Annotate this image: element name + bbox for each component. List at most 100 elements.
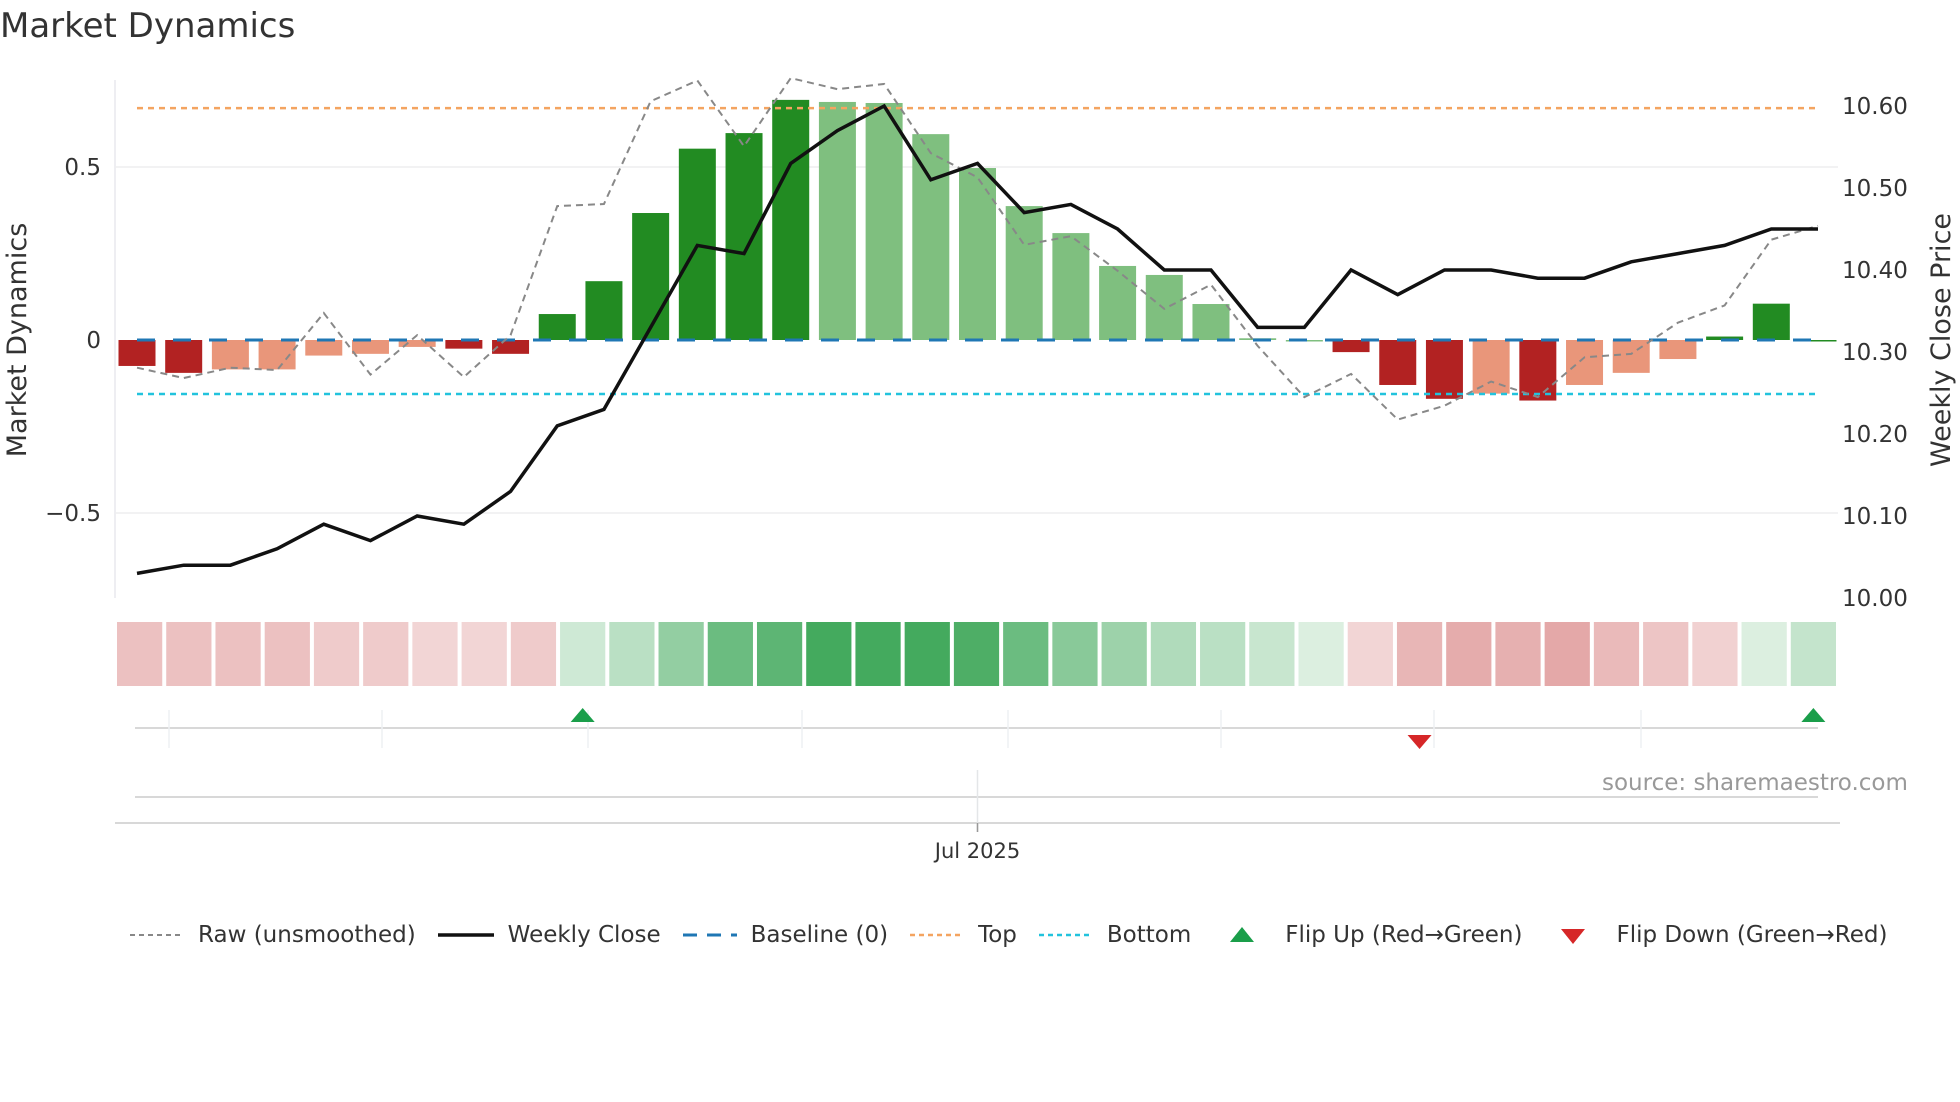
triangle-up-icon: [1230, 927, 1255, 942]
bar[interactable]: [585, 281, 623, 340]
flip-down-marker[interactable]: [1407, 735, 1432, 749]
legend-label: Top: [978, 922, 1017, 948]
bar[interactable]: [165, 340, 203, 373]
heat-cell: [1495, 622, 1541, 686]
bar[interactable]: [1145, 274, 1183, 340]
heat-cell: [707, 622, 753, 686]
y-tick-label: −0.5: [45, 501, 101, 527]
heat-cell: [313, 622, 360, 686]
legend-item-raw[interactable]: Raw (unsmoothed): [128, 922, 416, 948]
y2-tick-label: 10.10: [1842, 504, 1908, 530]
heat-cell: [1150, 622, 1197, 686]
dotted-line-icon: [1038, 933, 1093, 937]
heat-cell: [1003, 622, 1049, 686]
triangle-down-icon: [1561, 929, 1586, 944]
y2-tick-label: 10.50: [1842, 176, 1908, 202]
heat-cell: [1396, 622, 1443, 686]
legend-item-top[interactable]: Top: [908, 922, 1017, 948]
heat-cell: [1692, 622, 1738, 686]
legend-item-close[interactable]: Weekly Close: [436, 922, 661, 948]
bar[interactable]: [1379, 340, 1417, 385]
y-tick-label: 0: [86, 328, 101, 354]
bar[interactable]: [118, 340, 156, 366]
y2-tick-label: 10.20: [1842, 422, 1908, 448]
heat-cell: [1446, 622, 1492, 686]
legend-item-bottom[interactable]: Bottom: [1037, 922, 1191, 948]
bar[interactable]: [1799, 340, 1837, 342]
bar[interactable]: [445, 340, 483, 349]
bar[interactable]: [351, 340, 389, 354]
flip-up-marker[interactable]: [1801, 708, 1826, 722]
heat-cell: [1101, 622, 1147, 686]
heat-cell: [117, 622, 163, 686]
y2-tick-label: 10.40: [1842, 258, 1908, 284]
bar[interactable]: [1425, 340, 1463, 399]
bar[interactable]: [632, 213, 670, 340]
heat-cell: [756, 622, 803, 686]
y-axis-label: Market Dynamics: [2, 223, 33, 458]
flip-up-marker[interactable]: [570, 708, 595, 722]
weekly-close-line: [136, 103, 1818, 576]
bar[interactable]: [398, 340, 436, 347]
bar[interactable]: [1612, 340, 1650, 373]
legend-label: Raw (unsmoothed): [198, 922, 416, 948]
chart-title: Market Dynamics: [0, 6, 296, 46]
dashed-line-icon: [130, 934, 184, 936]
heat-cell: [658, 622, 704, 686]
solid-line-icon: [437, 933, 494, 937]
heat-cell: [1741, 622, 1787, 686]
bar[interactable]: [725, 133, 763, 340]
heat-cell: [1200, 622, 1246, 686]
x-tick-label: Jul 2025: [933, 839, 1020, 863]
bar[interactable]: [1332, 340, 1370, 353]
legend-label: Flip Up (Red→Green): [1285, 922, 1523, 948]
bar[interactable]: [1659, 340, 1697, 360]
legend-label: Bottom: [1106, 922, 1192, 948]
bar[interactable]: [305, 340, 343, 356]
legend-label: Flip Down (Green→Red): [1616, 922, 1888, 948]
long-dash-line-icon: [682, 933, 737, 937]
heat-cell: [215, 622, 261, 686]
heat-cell: [1643, 622, 1689, 686]
raw-line: [136, 76, 1819, 421]
heat-cell: [806, 622, 852, 686]
heat-cell: [412, 622, 458, 686]
heat-cell: [363, 622, 409, 686]
dotted-line-icon: [910, 933, 965, 937]
bar[interactable]: [1566, 340, 1604, 385]
heat-cell: [1790, 622, 1836, 686]
legend-item-baseline[interactable]: Baseline (0): [681, 922, 888, 948]
heat-cell: [1052, 622, 1098, 686]
heat-cell: [1298, 622, 1344, 686]
bar[interactable]: [865, 102, 903, 341]
legend-item-flip-up[interactable]: Flip Up (Red→Green): [1225, 922, 1522, 948]
bar[interactable]: [1706, 336, 1744, 340]
bar[interactable]: [1099, 265, 1137, 340]
heat-cell: [1249, 622, 1295, 686]
bar[interactable]: [211, 340, 249, 370]
bar[interactable]: [912, 134, 950, 340]
bar[interactable]: [538, 314, 576, 340]
bar[interactable]: [1052, 233, 1090, 340]
bar[interactable]: [1519, 340, 1557, 401]
heat-cell: [609, 622, 655, 686]
heat-cell: [510, 622, 557, 686]
bar[interactable]: [1005, 206, 1043, 340]
y-tick-label: 0.5: [64, 155, 101, 181]
source-attribution: source: sharemaestro.com: [1602, 770, 1908, 796]
heat-cell: [1347, 622, 1393, 686]
bar[interactable]: [1752, 303, 1790, 340]
bar[interactable]: [818, 101, 856, 341]
bar[interactable]: [959, 168, 996, 340]
bar[interactable]: [492, 340, 530, 354]
legend-item-flip-down[interactable]: Flip Down (Green→Red): [1556, 922, 1887, 948]
bar[interactable]: [1192, 304, 1230, 340]
legend-label: Weekly Close: [507, 922, 661, 948]
legend-label: Baseline (0): [750, 922, 889, 948]
bar[interactable]: [772, 99, 810, 340]
heat-cell: [264, 622, 310, 686]
heat-cell: [1544, 622, 1590, 686]
heat-cell: [166, 622, 212, 686]
y2-tick-label: 10.00: [1842, 586, 1908, 612]
